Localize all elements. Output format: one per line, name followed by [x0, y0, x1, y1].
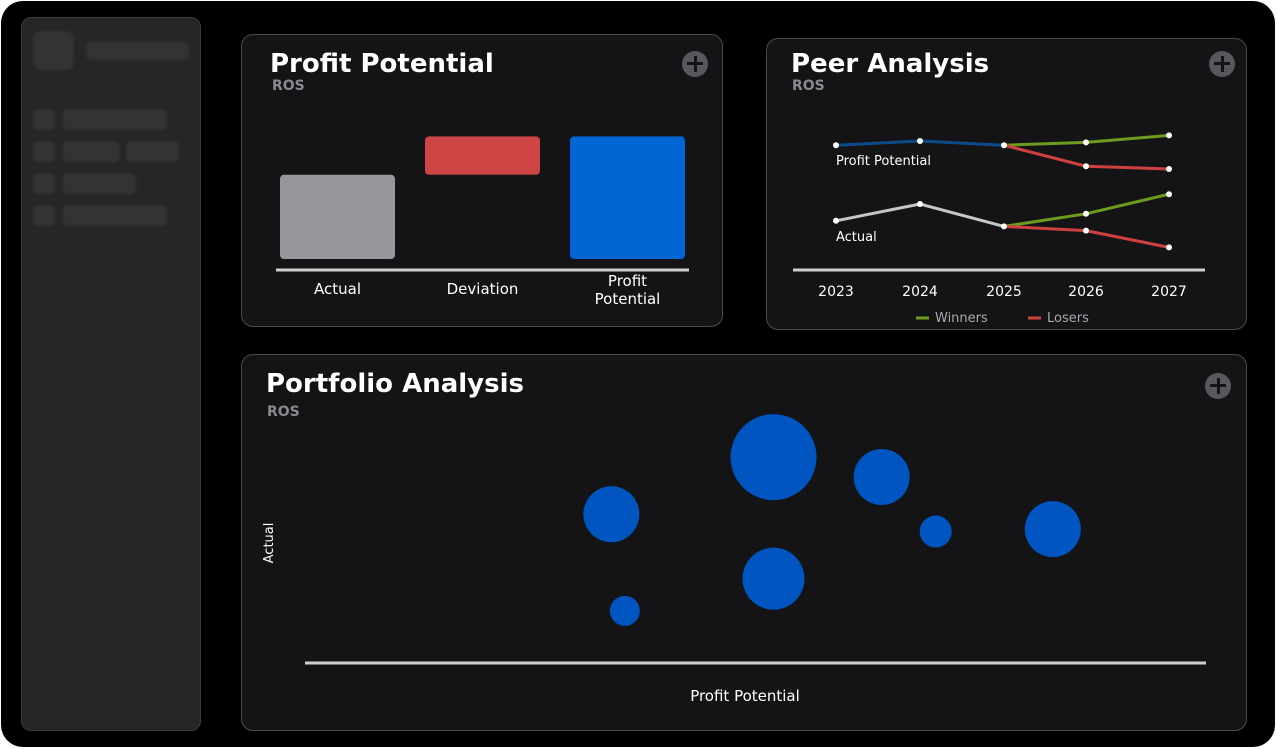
card-title: Peer Analysis	[791, 49, 990, 79]
sidebar-item-3-label[interactable]	[63, 173, 136, 194]
portfolio-analysis-card: Portfolio Analysis ROS Profit Potential A…	[241, 354, 1247, 731]
bubble-5	[919, 515, 952, 548]
bar-2	[570, 136, 685, 259]
x-tick-label: Deviation	[447, 280, 519, 298]
sidebar-item-2-label[interactable]	[63, 141, 120, 162]
data-point	[1083, 210, 1089, 217]
data-point	[1083, 163, 1089, 170]
data-point	[1166, 191, 1172, 198]
winners-line-1	[1003, 192, 1170, 228]
bubble-6	[1024, 501, 1081, 558]
bar-1	[425, 136, 540, 175]
card-title: Portfolio Analysis	[266, 369, 524, 399]
sidebar-item-4-label[interactable]	[63, 205, 167, 226]
bubble-4	[853, 449, 910, 505]
add-widget-button[interactable]	[682, 51, 708, 77]
x-tick-label: 2024	[902, 284, 938, 300]
sidebar-logo[interactable]	[33, 31, 74, 70]
y-axis-label: Actual	[262, 523, 277, 564]
card-title: Profit Potential	[270, 49, 494, 79]
peer-line-chart: Profit Potential Actual 2023 2024 2025 2026 20…	[793, 132, 1205, 326]
add-widget-button[interactable]	[1205, 373, 1231, 399]
x-axis-label: Profit Potential	[690, 687, 800, 705]
data-point	[1001, 223, 1007, 230]
x-tick-label: 2026	[1068, 284, 1104, 300]
bubble-0	[583, 486, 640, 543]
base-line-1	[835, 202, 1005, 228]
card-subtitle: ROS	[272, 78, 305, 94]
add-widget-button[interactable]	[1209, 51, 1235, 77]
bar-0	[280, 174, 395, 259]
data-point	[1001, 142, 1007, 149]
data-point	[917, 138, 923, 144]
data-point	[833, 217, 839, 224]
data-point	[917, 201, 923, 207]
peer-analysis-card: Peer Analysis ROS Profit Potential Actual…	[766, 38, 1247, 330]
data-point	[1166, 132, 1172, 139]
x-tick-label-line: Potential	[595, 290, 661, 308]
legend-label-losers: Losers	[1047, 311, 1089, 326]
x-tick-label: 2025	[986, 284, 1022, 300]
data-point	[1166, 166, 1172, 172]
sidebar-item-4-icon[interactable]	[33, 205, 55, 226]
bubble-1	[609, 595, 640, 626]
data-point	[1083, 227, 1089, 234]
sidebar-item-1-label[interactable]	[63, 109, 167, 130]
sidebar-header-placeholder	[86, 42, 189, 60]
data-point	[1166, 244, 1172, 251]
portfolio-bubble-chart: Profit Potential Actual	[262, 414, 1206, 705]
data-point	[1083, 139, 1089, 146]
bubble-2	[730, 414, 817, 501]
card-subtitle: ROS	[792, 78, 825, 94]
x-tick-label: 2023	[818, 284, 854, 300]
card-subtitle: ROS	[267, 404, 300, 420]
waterfall-chart: Actual Deviation Profit Potential	[276, 136, 689, 308]
legend-label-winners: Winners	[935, 311, 988, 326]
x-tick-label: Actual	[314, 280, 361, 298]
series-label: Actual	[836, 230, 877, 245]
sidebar-item-3-icon[interactable]	[33, 173, 55, 194]
sidebar	[21, 17, 201, 731]
x-tick-label-line: Profit	[608, 272, 647, 290]
data-point	[833, 142, 839, 149]
sidebar-item-2-extra[interactable]	[126, 141, 179, 162]
sidebar-item-2-icon[interactable]	[33, 141, 55, 162]
x-tick-label: Profit Potential	[595, 272, 661, 308]
series-label: Profit Potential	[836, 154, 931, 169]
bubble-3	[742, 547, 805, 610]
x-tick-label: 2027	[1151, 284, 1187, 300]
profit-potential-card: Profit Potential ROS Actual Deviation Prof…	[241, 34, 723, 327]
sidebar-item-1-icon[interactable]	[33, 109, 55, 130]
